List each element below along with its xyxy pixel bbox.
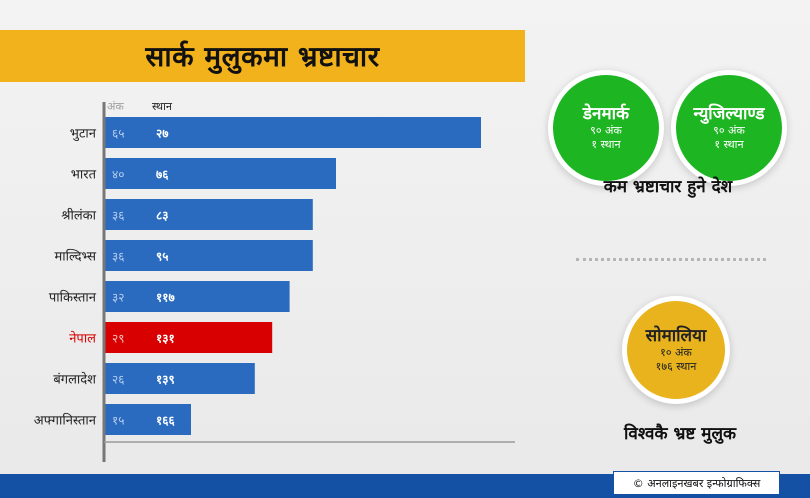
rank-label: २७ [156,127,169,141]
bar-6 [104,363,255,394]
denmark-score: ९० अंक [590,124,622,138]
category-label: नेपाल [69,331,96,347]
bar-2 [104,199,313,230]
category-label: बंगलादेश [53,372,97,388]
category-label: भुटान [70,127,97,142]
score-column-header: अंक [107,100,124,113]
score-label: ६५ [112,127,124,141]
least-corrupt-caption: कम भ्रष्टाचार हुने देश [603,177,733,197]
category-label: श्रीलंका [61,208,96,224]
bar-chart: अंक स्थान भुटान ६५ २७ भारत ४० ७६ श्रीलंका ३६ ८३ माल… [34,100,515,462]
chart-title: सार्क मुलुकमा भ्रष्टाचार [145,40,380,73]
bar-3 [104,240,313,271]
denmark-name: डेनमार्क [582,104,630,125]
category-label: पाकिस्तान [49,290,97,306]
somalia-name: सोमालिया [645,326,707,347]
category-label: अफ्गानिस्तान [34,413,97,429]
score-label: ३६ [112,209,124,223]
divider [576,258,766,261]
score-label: २६ [112,373,124,387]
rank-label: ८३ [156,209,168,223]
credit-label: © अनलाइनखबर इन्फोग्राफिक्स [613,471,780,495]
most-corrupt-caption: विश्वकै भ्रष्ट मुलुक [623,424,737,444]
category-label: माल्दिभ्स [54,249,96,265]
rank-label: ७६ [156,168,169,182]
category-label: भारत [71,168,97,183]
bar-7 [104,404,191,435]
bar-0 [104,117,481,148]
new-zealand-name: न्युजिल्याण्ड [693,104,765,125]
new-zealand-rank: १ स्थान [714,138,744,152]
title-bar: सार्क मुलुकमा भ्रष्टाचार [0,30,525,82]
somalia-badge: सोमालिया १० अंक १७६ स्थान [627,301,725,399]
bar-1 [104,158,336,189]
somalia-rank: १७६ स्थान [655,360,697,374]
denmark-rank: १ स्थान [591,138,621,152]
score-label: ३२ [112,291,124,305]
rank-column-header: स्थान [152,100,173,113]
new-zealand-score: ९० अंक [713,124,745,138]
new-zealand-badge: न्युजिल्याण्ड ९० अंक १ स्थान [676,75,782,181]
rank-label: १३१ [156,332,175,346]
rank-label: १६६ [156,414,175,428]
rank-label: ९५ [156,250,168,264]
rank-label: ११७ [156,291,175,305]
bar-5 [104,322,273,353]
score-label: ४० [112,168,124,182]
rank-label: १३९ [156,373,175,387]
somalia-score: १० अंक [660,346,692,360]
score-label: २९ [112,332,124,346]
score-label: ३६ [112,250,124,264]
score-label: १५ [112,414,124,428]
denmark-badge: डेनमार्क ९० अंक १ स्थान [553,75,659,181]
bar-4 [104,281,290,312]
